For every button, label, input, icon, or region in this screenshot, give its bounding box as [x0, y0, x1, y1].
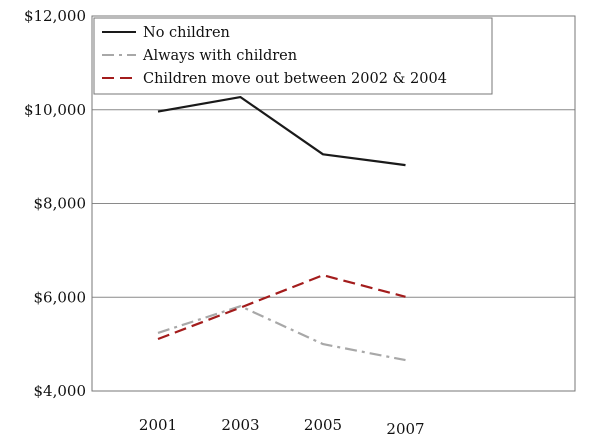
y-tick-label: $12,000 — [24, 7, 86, 25]
y-tick-label: $10,000 — [24, 101, 86, 119]
legend-label: Always with children — [142, 48, 297, 64]
series-line — [157, 305, 406, 362]
y-tick-label: $6,000 — [34, 288, 87, 306]
y-tick-label: $4,000 — [34, 382, 87, 400]
legend: No children Always with children Children … — [93, 17, 493, 95]
legend-label: Children move out between 2002 & 2004 — [143, 71, 447, 87]
legend-box — [93, 17, 493, 95]
x-tick-label: 2007 — [386, 420, 424, 438]
plot-area — [91, 15, 576, 392]
y-tick-label: $8,000 — [34, 195, 87, 213]
x-axis-tick-labels: 2001 2003 2005 2007 — [139, 416, 425, 438]
y-axis-tick-labels: $4,000 $6,000 $8,000 $10,000 $12,000 — [24, 7, 86, 400]
legend-label: No children — [143, 25, 230, 41]
x-tick-label: 2001 — [139, 416, 177, 434]
x-tick-label: 2005 — [304, 416, 342, 434]
x-tick-label: 2003 — [221, 416, 259, 434]
series-line — [157, 274, 406, 341]
series-line — [157, 95, 406, 167]
series-lines — [157, 95, 406, 362]
